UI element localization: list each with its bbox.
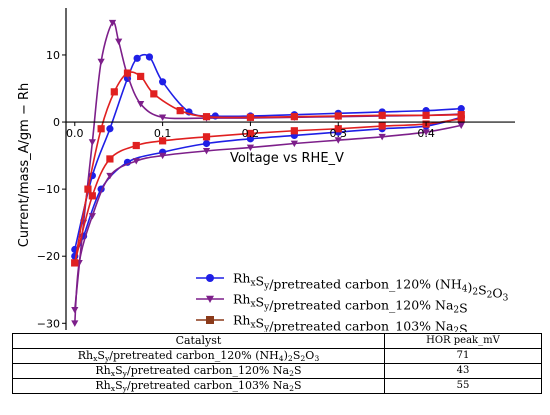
data-point [132, 158, 140, 165]
data-point [378, 122, 386, 130]
catalyst-cell: RhxSy/pretreated carbon_120% (NH4)2S2O3 [12, 348, 385, 364]
data-point [88, 192, 96, 200]
legend-label: RhxSy/pretreated carbon_103% Na2S [233, 313, 468, 333]
data-point [106, 125, 114, 133]
data-point [108, 19, 117, 27]
data-point [106, 172, 114, 180]
x-tick-label: 0.1 [154, 127, 172, 140]
y-tick-label: 10 [46, 49, 60, 62]
data-point [246, 113, 255, 121]
data-point [145, 53, 154, 61]
data-point [133, 54, 141, 62]
catalyst-cell: RhxSy/pretreated carbon_120% Na2S [12, 363, 385, 379]
hor-peak-cell: 55 [383, 378, 543, 394]
table-row: RhxSy/pretreated carbon_120% (NH4)2S2O3 … [12, 348, 543, 364]
data-point [137, 72, 145, 81]
data-point [115, 38, 123, 46]
series-line [73, 71, 462, 264]
data-point [290, 140, 298, 148]
plot-area [71, 19, 465, 327]
data-point [457, 115, 465, 123]
legend-label: RhxSy/pretreated carbon_120% (NH4)2S2O3 [233, 271, 509, 304]
x-axis-label: Voltage vs RHE_V [230, 151, 344, 166]
table-row: RhxSy/pretreated carbon_120% Na2S 43 [12, 363, 543, 379]
table-row: RhxSy/pretreated carbon_103% Na2S 55 [12, 378, 543, 394]
data-point [202, 133, 211, 141]
series-2 [71, 69, 465, 267]
data-point [202, 139, 211, 148]
data-point [159, 137, 167, 145]
y-tick-label: −10 [37, 183, 60, 196]
header-catalyst: Catalyst [12, 333, 385, 349]
data-point [71, 306, 79, 314]
data-point [132, 141, 140, 150]
x-tick-label: 0.2 [242, 127, 260, 140]
data-point [97, 125, 105, 133]
data-point [422, 129, 430, 136]
axes: −30 −20 −10 0 10 0.0 0.1 0.2 0.3 0.4 [37, 8, 515, 330]
data-point [334, 125, 342, 133]
data-point [71, 259, 79, 267]
hor-peak-cell: 43 [383, 363, 543, 379]
data-point [334, 112, 342, 120]
data-point [84, 185, 92, 193]
header-hor-peak: HOR peak_mV [383, 333, 543, 349]
data-point [123, 69, 132, 77]
catalyst-summary-table: Catalyst HOR peak_mV RhxSy/pretreated ca… [12, 333, 543, 394]
table-header-row: Catalyst HOR peak_mV [12, 333, 543, 349]
data-point [71, 320, 79, 327]
data-point [159, 152, 167, 160]
legend-marker [206, 316, 214, 324]
series-line [74, 116, 462, 257]
data-point [176, 107, 184, 115]
data-point [88, 213, 96, 220]
y-tick-label: −30 [37, 317, 60, 330]
data-point [202, 148, 211, 155]
data-point [150, 90, 158, 98]
x-tick-label: 0.4 [417, 127, 435, 140]
data-point [246, 129, 255, 138]
series-line [74, 117, 462, 264]
legend-marker [206, 274, 214, 282]
data-point [202, 113, 211, 121]
data-point [88, 139, 96, 146]
data-point [246, 144, 255, 152]
legend-marker [206, 295, 214, 303]
data-point [106, 155, 114, 163]
x-tick-label: 0.0 [66, 127, 84, 140]
data-point [378, 111, 386, 119]
data-point [422, 111, 430, 119]
data-point [457, 122, 465, 129]
y-tick-label: 0 [53, 116, 60, 129]
catalyst-cell: RhxSy/pretreated carbon_103% Na2S [12, 378, 385, 394]
legend-label: RhxSy/pretreated carbon_120% Na2S [233, 292, 468, 316]
data-point [290, 127, 298, 135]
data-point [137, 101, 145, 108]
y-tick-label: −20 [37, 250, 60, 263]
data-point [159, 78, 167, 86]
cv-chart: −30 −20 −10 0 10 0.0 0.1 0.2 0.3 0.4 Voltage vs R… [17, 8, 515, 333]
data-point [378, 133, 386, 141]
data-point [159, 114, 167, 121]
series-0 [71, 53, 465, 260]
data-point [290, 113, 298, 121]
data-point [110, 88, 118, 96]
data-point [334, 137, 342, 144]
data-point [457, 105, 465, 113]
hor-peak-cell: 71 [383, 348, 543, 364]
legend: RhxSy/pretreated carbon_120% (NH4)2S2O3R… [196, 271, 509, 333]
y-axis-label: Current/mass_A/gm − Rh [17, 83, 32, 248]
data-point [97, 58, 105, 66]
data-point [457, 111, 465, 119]
x-tick-label: 0.3 [330, 127, 348, 140]
